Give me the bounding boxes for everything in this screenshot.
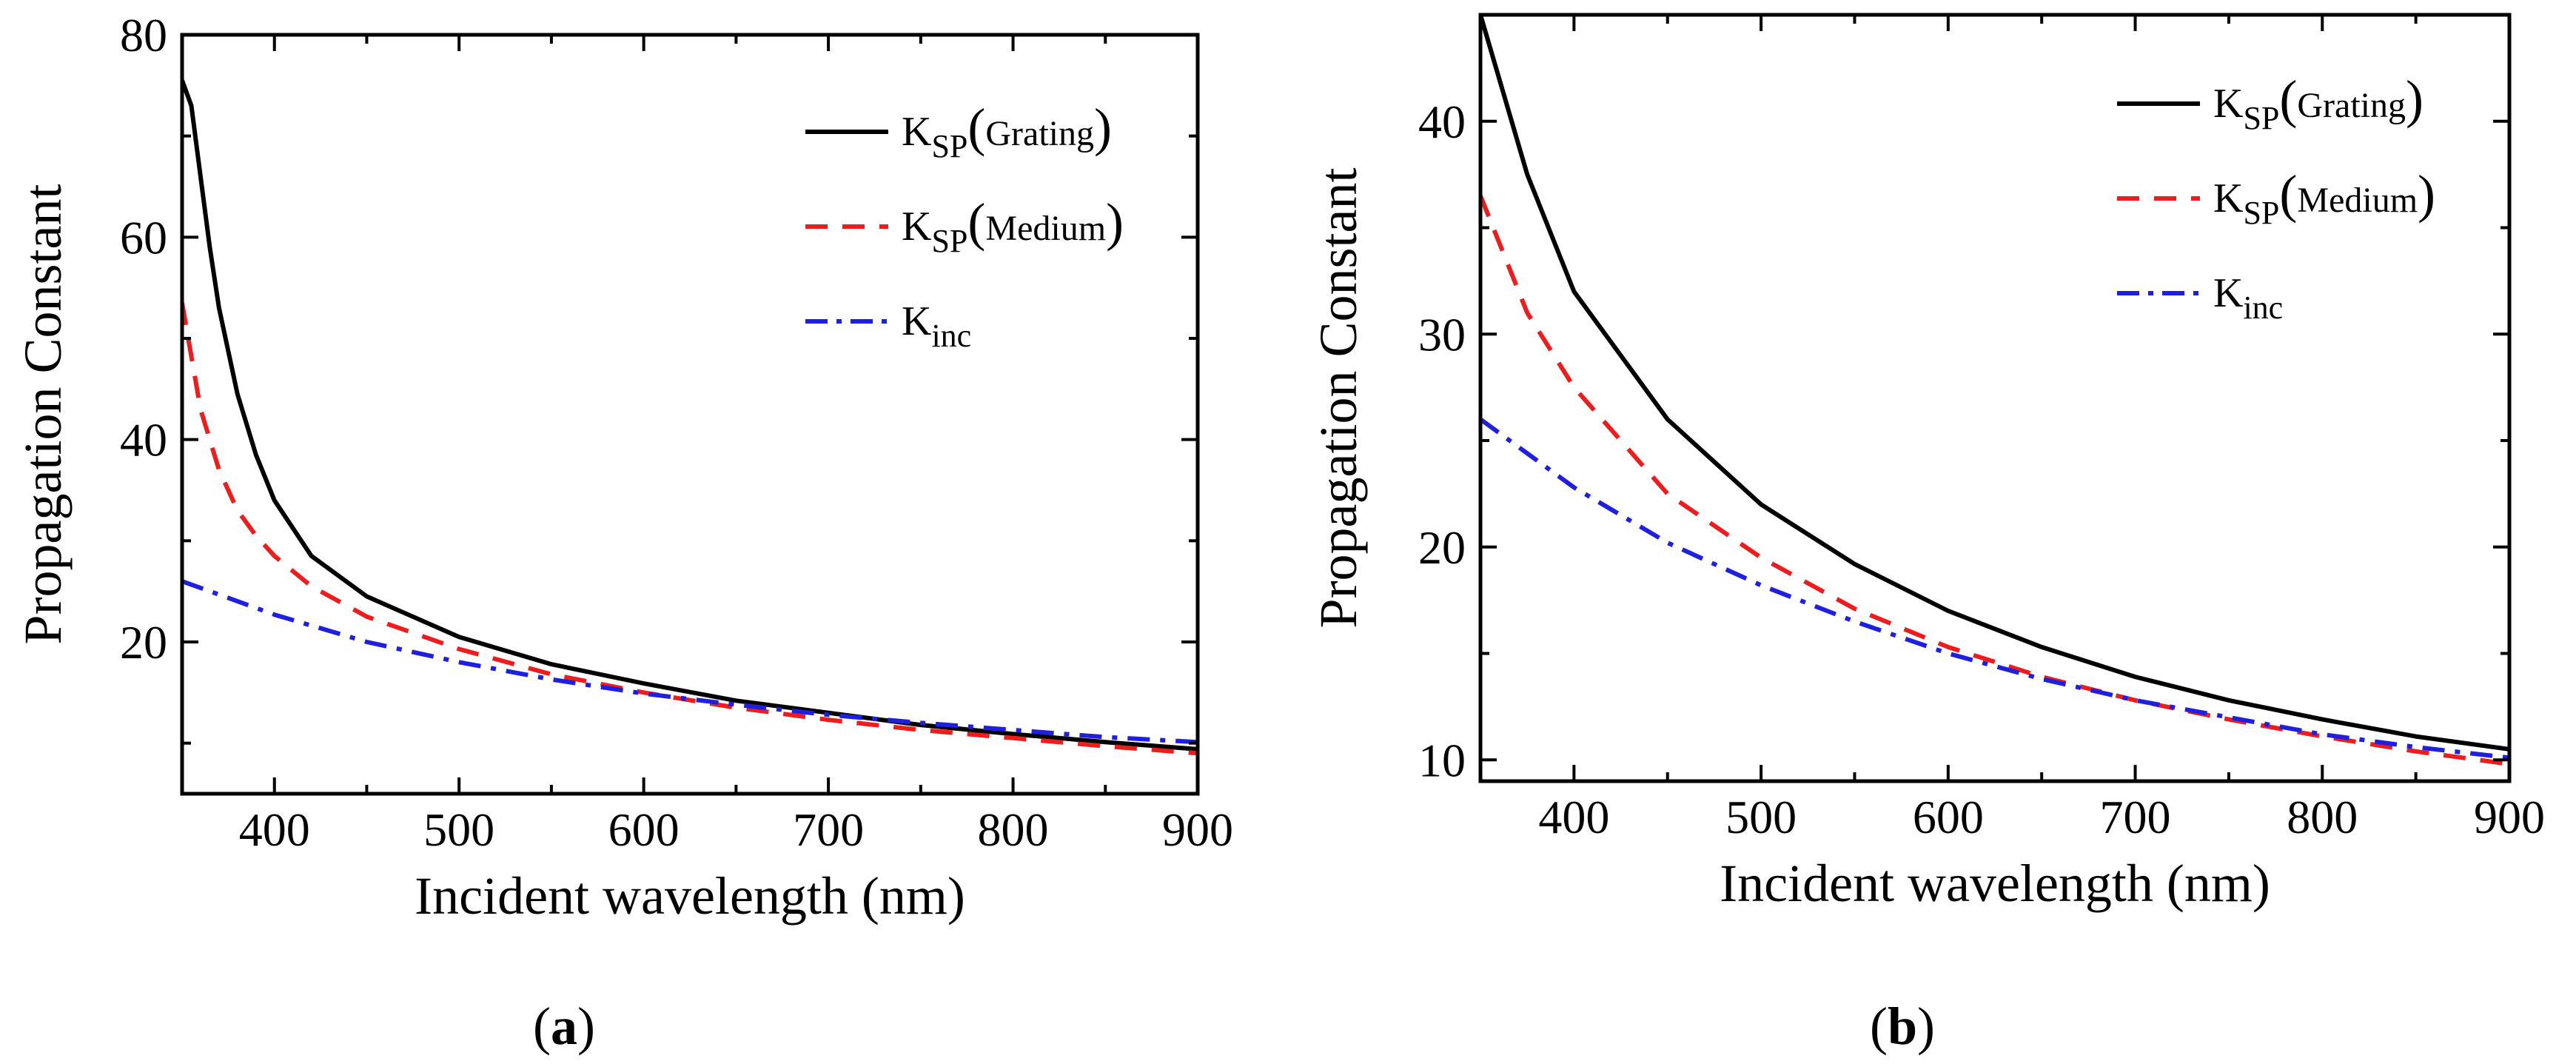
panel-b: 400 500 600 700 800 900 10 20 30 40 Incident wavel… xyxy=(1288,0,2576,1064)
legend-entry: Kinc xyxy=(902,298,971,354)
x-tick-label: 400 xyxy=(1538,791,1609,843)
legend-entry: KSP(Grating) xyxy=(902,98,1112,164)
y-tick-label: 30 xyxy=(1418,308,1466,361)
y-axis-title: Propagation Constant xyxy=(13,184,73,645)
series-line-dashed xyxy=(1480,195,2509,766)
series-line-solid xyxy=(182,79,1198,752)
x-tick-label: 900 xyxy=(2474,791,2545,843)
legend-entry: KSP(Medium) xyxy=(2213,164,2435,231)
y-tick-label: 80 xyxy=(120,9,167,61)
y-tick-label: 10 xyxy=(1418,734,1466,786)
x-tick-label: 900 xyxy=(1162,803,1233,856)
x-tick-label: 600 xyxy=(608,803,680,856)
plot-frame xyxy=(1478,13,2512,783)
y-tick-label: 20 xyxy=(1418,521,1466,574)
panel-label-a: (a) xyxy=(533,997,595,1056)
legend-entry: KSP(Grating) xyxy=(2213,70,2424,136)
panel-a: 400 500 600 700 800 900 20 40 60 80 Incident wavel… xyxy=(13,9,1233,1056)
legend-entry: Kinc xyxy=(2213,270,2283,326)
y-tick-label: 20 xyxy=(120,616,167,669)
x-tick-label: 700 xyxy=(2100,791,2171,843)
y-tick-label: 40 xyxy=(120,414,167,466)
x-tick-label: 400 xyxy=(239,803,310,856)
chart-b-svg: 400 500 600 700 800 900 10 20 30 40 Incident wavel… xyxy=(1309,13,2545,913)
y-axis-title: Propagation Constant xyxy=(1309,168,1368,629)
x-tick-label: 700 xyxy=(793,803,864,856)
x-axis-title: Incident wavelength (nm) xyxy=(1720,854,2270,913)
x-tick-label: 800 xyxy=(2287,791,2358,843)
x-axis-title: Incident wavelength (nm) xyxy=(415,866,965,926)
chart-a-svg: 400 500 600 700 800 900 20 40 60 80 Incident wavel… xyxy=(13,9,1233,926)
plot-frame xyxy=(180,33,1200,796)
y-tick-label: 40 xyxy=(1418,96,1466,148)
series-line-solid xyxy=(1480,15,2509,752)
x-tick-label: 500 xyxy=(423,803,494,856)
x-tick-label: 800 xyxy=(978,803,1049,856)
series-line-dashdot xyxy=(1480,417,2509,760)
x-tick-label: 500 xyxy=(1725,791,1797,843)
x-tick-label: 600 xyxy=(1913,791,1984,843)
series-line-dashed xyxy=(182,302,1198,756)
panel-label-b: (b) xyxy=(1869,997,1935,1056)
y-tick-label: 60 xyxy=(120,211,167,264)
legend-entry: KSP(Medium) xyxy=(902,193,1124,259)
series-line-dashdot xyxy=(182,579,1198,745)
